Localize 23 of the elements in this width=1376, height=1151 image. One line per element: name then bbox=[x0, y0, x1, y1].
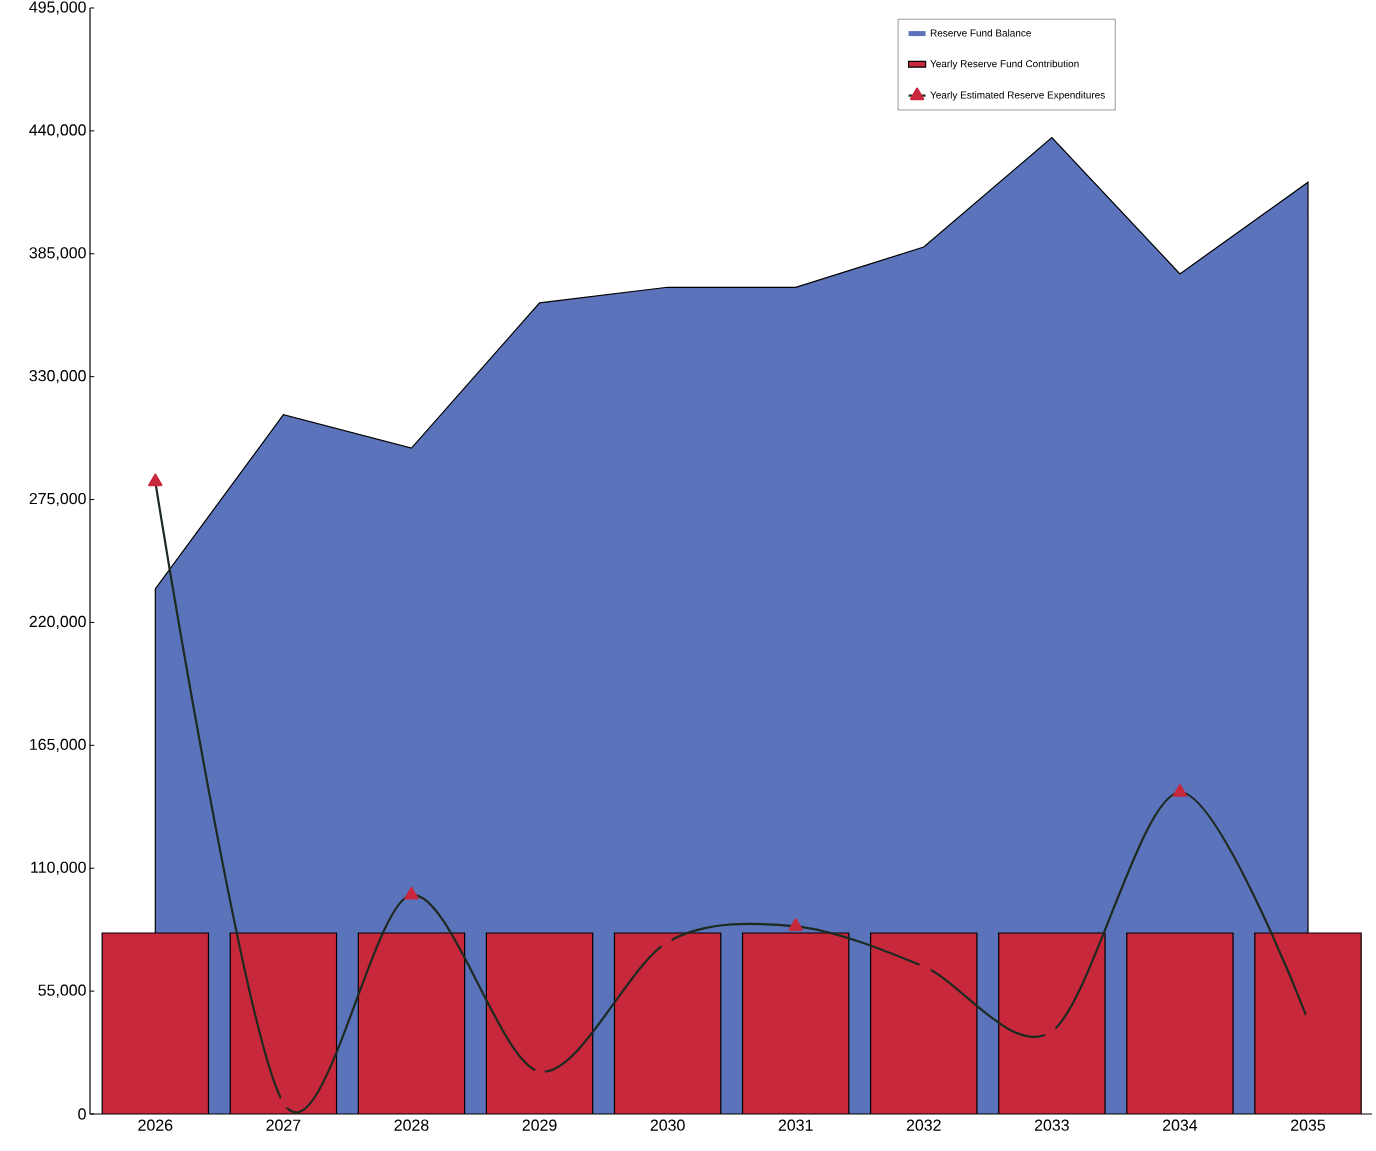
x-tick-label: 2034 bbox=[1163, 1119, 1198, 1131]
y-tick-label: 440,000 bbox=[29, 124, 86, 138]
x-tick-label: 2033 bbox=[1034, 1119, 1069, 1131]
x-tick-label: 2026 bbox=[138, 1119, 173, 1131]
x-tick-label: 2029 bbox=[522, 1119, 557, 1131]
legend-label: Reserve Fund Balance bbox=[930, 29, 1031, 37]
legend-label: Yearly Estimated Reserve Expenditures bbox=[930, 91, 1105, 101]
x-tick-label: 2031 bbox=[778, 1119, 813, 1131]
legend-label: Yearly Reserve Fund Contribution bbox=[930, 59, 1079, 70]
y-tick-label: 165,000 bbox=[30, 738, 86, 752]
y-tick-label: 55,000 bbox=[38, 984, 86, 998]
y-tick-label: 275,000 bbox=[29, 492, 86, 507]
y-tick-label: 330,000 bbox=[29, 370, 86, 384]
x-tick-label: 2027 bbox=[266, 1119, 301, 1131]
y-tick-label: 495,000 bbox=[29, 1, 86, 15]
y-tick-label: 385,000 bbox=[29, 247, 86, 261]
x-tick-label: 2030 bbox=[650, 1119, 685, 1131]
x-tick-label: 2028 bbox=[394, 1119, 429, 1131]
x-tick-label: 2035 bbox=[1291, 1119, 1326, 1131]
y-tick-label: 110,000 bbox=[31, 861, 86, 875]
x-tick-label: 2032 bbox=[906, 1119, 941, 1131]
y-tick-label: 220,000 bbox=[29, 615, 86, 630]
y-tick-label: 0 bbox=[78, 1108, 86, 1120]
